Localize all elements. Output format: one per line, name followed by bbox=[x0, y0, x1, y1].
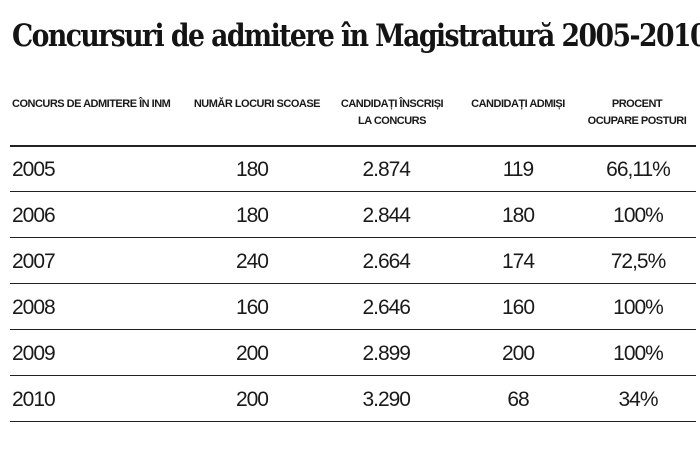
table-row: 2009 200 2.899 200 100% bbox=[0, 329, 700, 375]
cell-registered: 3.290 bbox=[362, 388, 411, 411]
column-header-percent-line2: OCUPARE POSTURI bbox=[587, 115, 687, 127]
cell-registered: 2.664 bbox=[362, 250, 411, 273]
cell-percent: 100% bbox=[613, 204, 664, 227]
cell-year: 2006 bbox=[12, 204, 56, 227]
table-row: 2007 240 2.664 174 72,5% bbox=[0, 237, 700, 283]
table-row: 2008 160 2.646 160 100% bbox=[0, 283, 700, 329]
row-divider bbox=[10, 283, 696, 284]
table-row: 2006 180 2.844 180 100% bbox=[0, 191, 700, 237]
cell-percent: 34% bbox=[618, 388, 658, 411]
column-header-percent: PROCENT OCUPARE POSTURI bbox=[580, 96, 694, 140]
table-row: 2005 180 2.874 119 66,11% bbox=[0, 145, 700, 191]
row-divider bbox=[10, 145, 696, 147]
column-header-admitted: CANDIDAȚI ADMIȘI bbox=[471, 98, 565, 110]
cell-year: 2007 bbox=[12, 250, 56, 273]
cell-admitted: 119 bbox=[502, 158, 534, 181]
cell-admitted: 160 bbox=[501, 296, 535, 319]
column-header-seats: NUMĂR LOCURI SCOASE bbox=[193, 98, 321, 110]
cell-registered: 2.899 bbox=[362, 342, 411, 365]
table-body: 2005 180 2.874 119 66,11% 2006 180 2.844… bbox=[0, 145, 700, 421]
cell-admitted: 68 bbox=[507, 388, 529, 411]
cell-seats: 180 bbox=[235, 204, 269, 227]
cell-admitted: 200 bbox=[501, 342, 535, 365]
row-divider bbox=[10, 375, 696, 376]
cell-percent: 100% bbox=[613, 296, 664, 319]
column-header-registered-line2: LA CONCURS bbox=[358, 115, 426, 127]
cell-year: 2008 bbox=[12, 296, 56, 319]
cell-seats: 160 bbox=[235, 296, 269, 319]
cell-year: 2009 bbox=[12, 342, 56, 365]
table-row: 2010 200 3.290 68 34% bbox=[0, 375, 700, 421]
cell-registered: 2.646 bbox=[362, 296, 411, 319]
cell-seats: 240 bbox=[235, 250, 269, 273]
cell-seats: 200 bbox=[235, 342, 269, 365]
table-bottom-divider bbox=[10, 421, 696, 422]
cell-admitted: 180 bbox=[501, 204, 535, 227]
cell-registered: 2.874 bbox=[362, 158, 411, 181]
column-header-percent-line1: PROCENT bbox=[611, 98, 663, 110]
row-divider bbox=[10, 191, 696, 192]
chart-title: Concursuri de admitere în Magistratură 2… bbox=[12, 18, 700, 54]
cell-year: 2010 bbox=[12, 388, 56, 411]
cell-percent: 100% bbox=[613, 342, 664, 365]
cell-percent: 66,11% bbox=[606, 158, 671, 181]
cell-year: 2005 bbox=[12, 158, 56, 181]
row-divider bbox=[10, 237, 696, 238]
cell-seats: 180 bbox=[235, 158, 269, 181]
row-divider bbox=[10, 329, 696, 330]
column-header-registered-line1: CANDIDAȚI ÎNSCRIȘI bbox=[340, 98, 444, 110]
cell-registered: 2.844 bbox=[362, 204, 411, 227]
column-header-registered: CANDIDAȚI ÎNSCRIȘI LA CONCURS bbox=[330, 96, 454, 140]
cell-admitted: 174 bbox=[501, 250, 535, 273]
cell-percent: 72,5% bbox=[610, 250, 667, 273]
column-header-contest: CONCURS DE ADMITERE ÎN INM bbox=[12, 98, 171, 110]
cell-seats: 200 bbox=[235, 388, 269, 411]
